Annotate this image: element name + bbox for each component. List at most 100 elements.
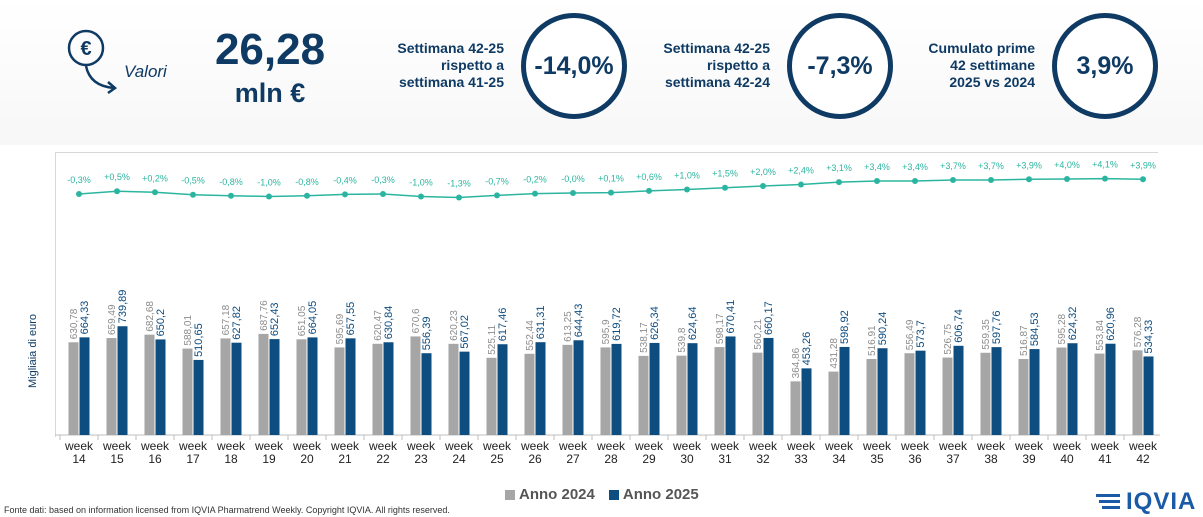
label-2024-week-33: 364,86 [791, 347, 802, 378]
trend-label-week-38: +3,7% [978, 161, 1004, 171]
trend-label-week-16: +0,2% [142, 173, 168, 183]
trend-label-week-36: +3,4% [902, 162, 928, 172]
kpi-2-line-1: Settimana 42-25 [663, 40, 770, 56]
trend-point-week-26 [532, 190, 538, 197]
label-2025-week-31: 670,41 [725, 300, 737, 334]
label-2025-week-27: 644,43 [573, 304, 585, 338]
trend-point-week-42 [1140, 176, 1146, 183]
label-2025-week-17: 510,65 [193, 323, 205, 357]
label-2025-week-35: 590,24 [877, 312, 889, 346]
legend-swatch-2024 [505, 489, 515, 500]
kpi-1-circle: -14,0% [521, 13, 627, 119]
kpi-2-text: Settimana 42-25 rispetto a settimana 42-… [620, 40, 770, 91]
label-2025-week-22: 630,84 [383, 306, 395, 340]
trend-point-week-34 [836, 179, 842, 186]
trend-point-week-27 [570, 189, 576, 196]
label-2024-week-31: 598,17 [715, 313, 726, 344]
label-2024-week-42: 576,28 [1133, 316, 1144, 347]
euro-down-arrow-icon: € [67, 29, 118, 94]
bar-2024-week-33 [790, 381, 801, 435]
x-tick-label-week-24: week 24 [444, 439, 474, 466]
bar-2024-week-36 [904, 353, 915, 435]
bar-2024-week-16 [144, 334, 155, 435]
trend-label-week-21: -0,4% [333, 175, 357, 185]
trend-label-week-19: -1,0% [257, 177, 281, 187]
x-tick-label-week-30: week 30 [672, 439, 702, 466]
svg-text:€: € [80, 38, 91, 60]
kpi-1-line-1: Settimana 42-25 [397, 40, 504, 56]
trend-label-week-31: +1,5% [712, 169, 738, 179]
bar-2024-week-28 [600, 347, 611, 435]
label-2024-week-29: 538,17 [639, 322, 650, 353]
trend-label-week-28: +0,1% [598, 174, 624, 184]
x-tick-label-week-19: week 19 [254, 439, 284, 466]
bar-2024-week-25 [486, 357, 497, 435]
bar-2024-week-15 [106, 338, 117, 435]
label-2024-week-15: 659,49 [107, 304, 118, 335]
legend: Anno 2024 Anno 2025 [505, 486, 699, 503]
label-2025-week-15: 739,89 [117, 290, 129, 324]
bar-2024-week-41 [1094, 353, 1105, 435]
bar-2024-week-27 [562, 344, 573, 435]
label-2025-week-34: 598,92 [839, 310, 851, 344]
bar-2025-week-28 [611, 343, 622, 435]
label-2025-week-24: 567,02 [459, 315, 471, 349]
label-2025-week-36: 573,7 [915, 320, 927, 348]
trend-point-week-29 [646, 187, 652, 194]
trend-point-week-18 [228, 192, 234, 199]
trend-label-week-29: +0,6% [636, 172, 662, 182]
bar-2025-week-17 [193, 359, 204, 435]
label-2024-week-20: 651,05 [297, 305, 308, 336]
x-tick-label-week-16: week 16 [140, 439, 170, 466]
label-2025-week-18: 627,82 [231, 306, 243, 340]
trend-point-week-22 [380, 191, 386, 197]
label-2025-week-38: 597,76 [991, 310, 1003, 344]
label-2024-week-18: 657,18 [221, 304, 232, 335]
label-2025-week-26: 631,31 [535, 306, 547, 340]
x-tick-label-week-31: week 31 [710, 439, 740, 466]
bar-2024-week-20 [296, 339, 307, 435]
x-tick-label-week-27: week 27 [558, 439, 588, 466]
label-2024-week-17: 588,01 [183, 315, 194, 346]
x-tick-label-week-25: week 25 [482, 439, 512, 466]
bar-2024-week-23 [410, 336, 421, 435]
bar-2025-week-16 [155, 339, 166, 435]
bar-2024-week-32 [752, 352, 763, 435]
kpi-1-line-3: settimana 41-25 [398, 74, 504, 90]
iqvia-logo-text: IQVIA [1126, 488, 1197, 515]
trend-label-week-32: +2,0% [750, 167, 776, 177]
source-note: Fonte dati: based on information license… [4, 505, 450, 515]
trend-label-week-35: +3,4% [864, 162, 890, 172]
trend-point-week-16 [152, 189, 158, 196]
trend-point-week-39 [1026, 176, 1032, 183]
bar-2024-week-19 [258, 333, 269, 435]
bar-2025-week-38 [991, 347, 1002, 435]
trend-point-week-37 [950, 177, 956, 183]
bar-2024-week-34 [828, 371, 839, 435]
x-tick-label-week-22: week 22 [368, 439, 398, 466]
iqvia-logo-mark-icon [1096, 494, 1120, 509]
trend-label-week-20: -0,8% [295, 177, 319, 187]
bar-2024-week-14 [68, 342, 79, 435]
label-2025-week-42: 534,33 [1143, 320, 1155, 354]
bar-2025-week-27 [573, 340, 584, 435]
x-tick-label-week-36: week 36 [900, 439, 930, 466]
trend-point-week-20 [304, 192, 310, 199]
trend-point-week-33 [798, 181, 804, 188]
trend-label-week-40: +4,0% [1054, 160, 1080, 170]
trend-label-week-26: -0,2% [523, 175, 547, 185]
label-2024-week-40: 595,28 [1057, 313, 1068, 344]
trend-label-week-15: +0,5% [104, 172, 130, 182]
bar-2025-week-14 [79, 337, 90, 435]
bar-2024-week-35 [866, 359, 877, 435]
trend-label-week-24: -1,3% [447, 179, 471, 189]
label-2024-week-36: 556,49 [905, 319, 916, 350]
kpi-3-text: Cumulato prime 42 settimane 2025 vs 2024 [885, 40, 1035, 91]
bar-2024-week-31 [714, 347, 725, 435]
label-2025-week-30: 624,64 [687, 307, 699, 341]
bar-2024-week-26 [524, 353, 535, 435]
trend-label-week-23: -1,0% [409, 177, 433, 187]
bar-2024-week-18 [220, 338, 231, 435]
label-2025-week-20: 664,05 [307, 301, 319, 335]
bar-2025-week-32 [763, 337, 774, 435]
